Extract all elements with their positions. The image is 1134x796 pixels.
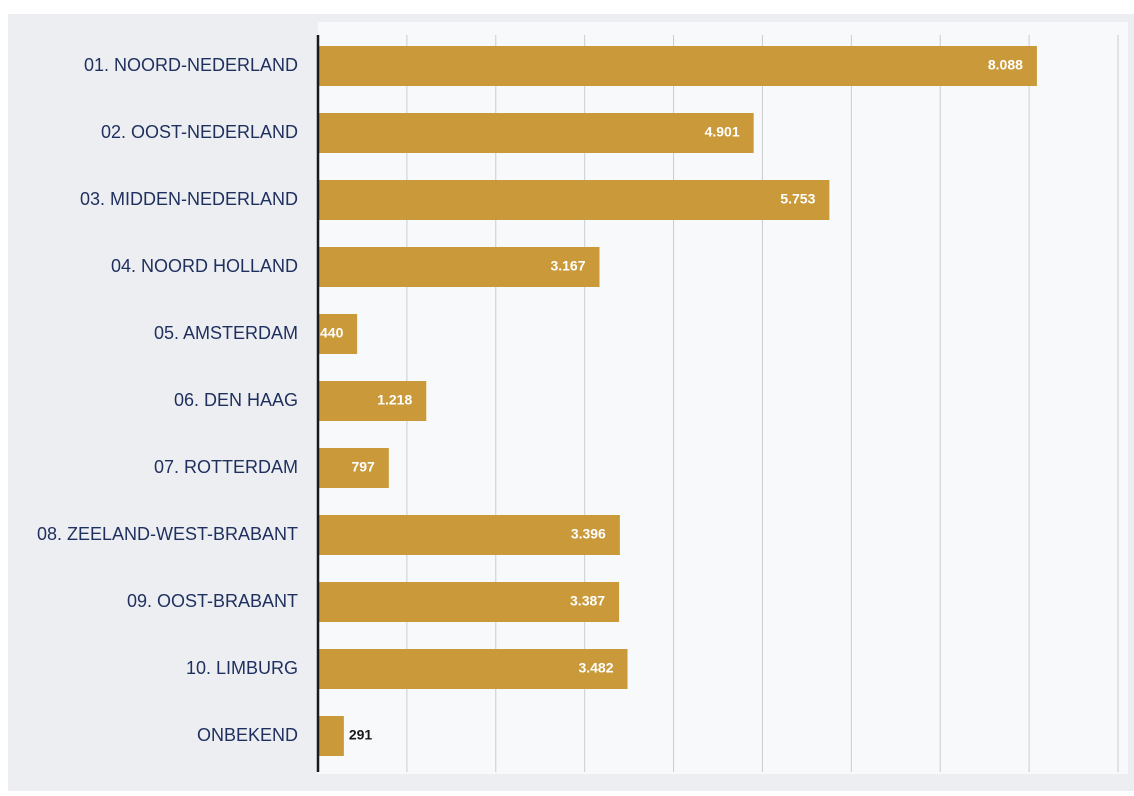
bar [318, 46, 1037, 86]
category-label: 10. LIMBURG [186, 658, 298, 678]
bar [318, 381, 427, 421]
bar [318, 582, 620, 622]
value-label: 3.387 [570, 593, 605, 609]
bar [318, 314, 358, 354]
category-label: 01. NOORD-NEDERLAND [84, 55, 298, 75]
bars-group [318, 46, 1037, 756]
category-label: ONBEKEND [197, 725, 298, 745]
value-label: 440 [320, 325, 344, 341]
category-label: 09. OOST-BRABANT [127, 591, 298, 611]
value-label: 4.901 [705, 124, 740, 140]
value-label: 8.088 [988, 57, 1023, 73]
category-label: 07. ROTTERDAM [154, 457, 298, 477]
value-label: 1.218 [377, 392, 412, 408]
bar [318, 649, 628, 689]
category-labels: 01. NOORD-NEDERLAND 02. OOST-NEDERLAND 03.… [37, 55, 298, 745]
bar [318, 180, 830, 220]
category-label: 03. MIDDEN-NEDERLAND [80, 189, 298, 209]
bar [318, 716, 344, 756]
value-label: 3.396 [571, 526, 606, 542]
bar [318, 515, 620, 555]
value-label: 5.753 [780, 191, 815, 207]
value-label: 797 [351, 459, 375, 475]
category-label: 02. OOST-NEDERLAND [101, 122, 298, 142]
value-label: 3.482 [578, 660, 613, 676]
bar [318, 113, 754, 153]
value-labels: 8.088 4.901 5.753 3.167 440 1.218 797 3.396 3.38… [320, 57, 1023, 743]
bar [318, 247, 600, 287]
bar [318, 448, 389, 488]
value-label: 291 [349, 727, 373, 743]
category-label: 06. DEN HAAG [174, 390, 298, 410]
category-label: 04. NOORD HOLLAND [111, 256, 298, 276]
gridlines [406, 35, 1119, 772]
category-label: 08. ZEELAND-WEST-BRABANT [37, 524, 298, 544]
category-label: 05. AMSTERDAM [154, 323, 298, 343]
value-label: 3.167 [550, 258, 585, 274]
